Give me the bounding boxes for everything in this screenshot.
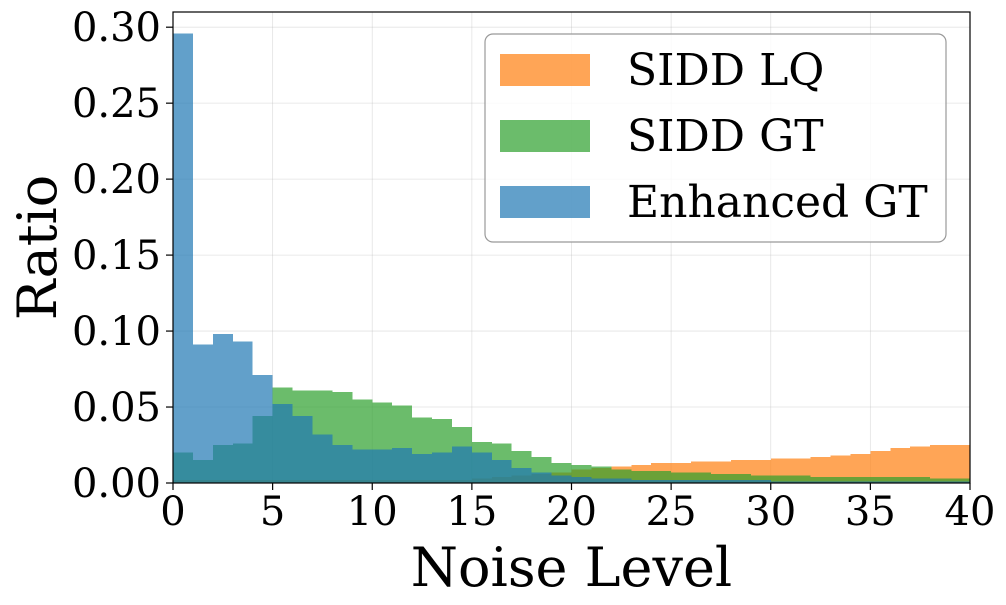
- bar: [571, 476, 592, 483]
- x-tick-label: 35: [845, 489, 896, 535]
- bar: [930, 445, 951, 483]
- bar: [790, 475, 811, 483]
- bar: [850, 481, 871, 483]
- x-tick-label: 20: [546, 489, 597, 535]
- y-axis-label: Ratio: [6, 175, 69, 321]
- bar: [950, 478, 970, 483]
- bar: [730, 473, 751, 483]
- x-tick-label: 10: [347, 489, 398, 535]
- y-tick-label: 0.00: [72, 461, 161, 507]
- bar: [671, 472, 692, 483]
- y-tick-label: 0.15: [72, 233, 161, 279]
- bar: [770, 481, 791, 483]
- bar: [471, 452, 492, 483]
- bars: [173, 33, 970, 484]
- bar: [671, 479, 692, 483]
- bar: [730, 479, 751, 483]
- bar: [930, 478, 951, 483]
- bar: [212, 334, 233, 483]
- bar: [910, 446, 931, 483]
- x-axis-label: Noise Level: [411, 536, 732, 599]
- bar: [850, 454, 871, 483]
- bar: [750, 479, 771, 483]
- x-tick-label: 0: [160, 489, 185, 535]
- bar: [312, 434, 333, 483]
- legend-swatch-sidd-gt: [500, 120, 590, 152]
- bar: [372, 449, 393, 483]
- legend: SIDD LQ SIDD GT Enhanced GT: [484, 33, 947, 243]
- x-tick-label: 25: [646, 489, 697, 535]
- bar: [332, 445, 353, 483]
- bar: [432, 452, 452, 483]
- x-tick-label: 30: [745, 489, 796, 535]
- bar: [890, 448, 911, 483]
- bar: [870, 476, 891, 483]
- bar: [591, 478, 612, 483]
- y-tick-label: 0.30: [72, 5, 161, 51]
- bar: [950, 445, 970, 483]
- x-tick-label: 5: [260, 489, 285, 535]
- bar: [910, 476, 931, 483]
- bar: [810, 457, 831, 483]
- x-tick-label: 40: [945, 489, 996, 535]
- bar: [810, 481, 831, 483]
- axis-ticks: 0 5 10 15 20 25 30 35 40 0.00 0.05 0.10 0.15 0.20 0.25…: [72, 5, 996, 535]
- bar: [511, 467, 532, 483]
- legend-swatch-enhanced-gt: [500, 186, 590, 218]
- bar: [651, 479, 672, 483]
- bar: [392, 448, 413, 483]
- legend-label-sidd-gt: SIDD GT: [627, 111, 824, 162]
- bar: [691, 472, 711, 483]
- bar: [352, 449, 373, 483]
- y-tick-label: 0.20: [72, 157, 161, 203]
- y-tick-label: 0.10: [72, 309, 161, 355]
- bar: [252, 375, 273, 483]
- y-tick-label: 0.05: [72, 385, 161, 431]
- bar: [710, 473, 731, 483]
- series-enhanced-gt: [173, 33, 970, 484]
- legend-swatch-sidd-lq: [500, 54, 590, 86]
- bar: [232, 341, 253, 483]
- legend-label-sidd-lq: SIDD LQ: [627, 45, 824, 96]
- bar: [850, 476, 871, 483]
- bar: [412, 454, 433, 483]
- bar: [770, 475, 791, 483]
- bar: [930, 481, 951, 483]
- bar: [890, 476, 911, 483]
- bar: [830, 455, 851, 483]
- bar: [292, 416, 313, 483]
- bar: [830, 476, 851, 483]
- bar: [531, 472, 552, 483]
- y-tick-label: 0.25: [72, 81, 161, 127]
- bar: [491, 460, 512, 483]
- bar: [551, 475, 572, 483]
- legend-label-enhanced-gt: Enhanced GT: [627, 177, 928, 228]
- bar: [950, 481, 970, 483]
- bar: [810, 476, 831, 483]
- bar: [710, 479, 731, 483]
- bar: [870, 451, 891, 483]
- bar: [790, 481, 811, 483]
- bar: [870, 481, 891, 483]
- bar: [272, 403, 293, 483]
- bar: [631, 479, 652, 483]
- bar: [192, 344, 213, 483]
- x-tick-label: 15: [446, 489, 497, 535]
- bar: [890, 481, 911, 483]
- bar: [910, 481, 931, 483]
- bar: [451, 446, 472, 483]
- legend-frame: [484, 33, 947, 243]
- bar: [173, 33, 193, 484]
- bar: [691, 479, 711, 483]
- bar: [750, 475, 771, 483]
- bar: [611, 478, 632, 483]
- bar: [830, 481, 851, 483]
